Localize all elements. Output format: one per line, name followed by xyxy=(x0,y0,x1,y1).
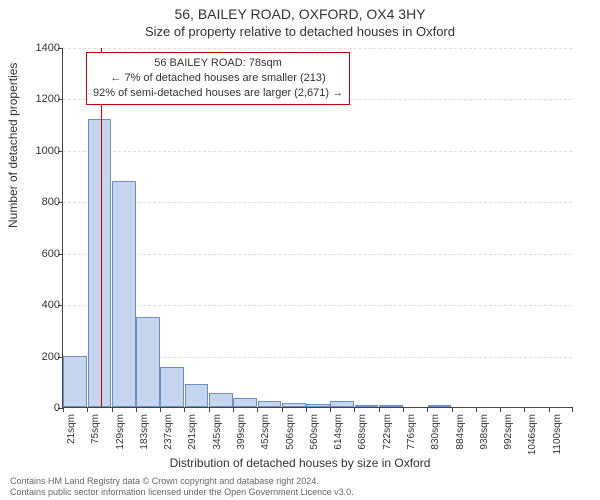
x-tick-label: 291sqm xyxy=(187,414,198,462)
histogram-bar xyxy=(136,317,160,407)
y-tick-label: 200 xyxy=(20,351,60,363)
info-box: 56 BAILEY ROAD: 78sqm ← 7% of detached h… xyxy=(86,52,350,105)
x-tick-mark xyxy=(282,407,283,412)
grid-line xyxy=(63,48,572,49)
x-tick-label: 560sqm xyxy=(309,414,320,462)
x-tick-mark xyxy=(112,407,113,412)
x-tick-mark xyxy=(184,407,185,412)
y-tick-label: 800 xyxy=(20,196,60,208)
x-tick-label: 830sqm xyxy=(430,414,441,462)
y-tick-label: 1000 xyxy=(20,145,60,157)
x-tick-label: 938sqm xyxy=(479,414,490,462)
footer-line-1: Contains HM Land Registry data © Crown c… xyxy=(10,476,354,487)
x-tick-label: 237sqm xyxy=(163,414,174,462)
x-tick-label: 183sqm xyxy=(139,414,150,462)
footer-line-2: Contains public sector information licen… xyxy=(10,487,354,498)
x-tick-mark xyxy=(500,407,501,412)
x-tick-label: 1046sqm xyxy=(527,414,538,462)
x-tick-mark xyxy=(160,407,161,412)
histogram-bar xyxy=(112,181,136,407)
x-tick-mark xyxy=(427,407,428,412)
x-tick-label: 345sqm xyxy=(212,414,223,462)
x-tick-label: 399sqm xyxy=(236,414,247,462)
x-tick-label: 452sqm xyxy=(260,414,271,462)
x-tick-label: 21sqm xyxy=(66,414,77,462)
x-tick-label: 75sqm xyxy=(90,414,101,462)
grid-line xyxy=(63,305,572,306)
x-tick-mark xyxy=(452,407,453,412)
x-tick-mark xyxy=(476,407,477,412)
y-tick-label: 1400 xyxy=(20,42,60,54)
x-tick-label: 992sqm xyxy=(503,414,514,462)
histogram-bar xyxy=(88,119,112,407)
x-tick-label: 776sqm xyxy=(406,414,417,462)
x-tick-mark xyxy=(572,407,573,412)
histogram-bar xyxy=(233,398,257,407)
x-tick-label: 506sqm xyxy=(285,414,296,462)
histogram-bar xyxy=(330,401,354,407)
y-tick-label: 1200 xyxy=(20,93,60,105)
chart-title: 56, BAILEY ROAD, OXFORD, OX4 3HY xyxy=(0,6,600,22)
info-box-line-2: ← 7% of detached houses are smaller (213… xyxy=(93,71,343,86)
x-tick-label: 614sqm xyxy=(333,414,344,462)
chart-subtitle: Size of property relative to detached ho… xyxy=(0,24,600,39)
histogram-bar xyxy=(258,401,282,407)
y-tick-label: 0 xyxy=(20,402,60,414)
x-tick-mark xyxy=(87,407,88,412)
histogram-bar xyxy=(428,405,452,407)
x-tick-label: 884sqm xyxy=(455,414,466,462)
histogram-bar xyxy=(209,393,233,407)
x-tick-mark xyxy=(233,407,234,412)
x-tick-mark xyxy=(136,407,137,412)
x-tick-mark xyxy=(354,407,355,412)
grid-line xyxy=(63,254,572,255)
x-tick-mark xyxy=(379,407,380,412)
y-axis-label: Number of detached properties xyxy=(6,63,20,228)
x-tick-mark xyxy=(63,407,64,412)
x-tick-mark xyxy=(549,407,550,412)
footer-attribution: Contains HM Land Registry data © Crown c… xyxy=(10,476,354,499)
y-tick-label: 400 xyxy=(20,299,60,311)
histogram-bar xyxy=(306,404,330,407)
info-box-line-3: 92% of semi-detached houses are larger (… xyxy=(93,86,343,101)
histogram-bar xyxy=(379,405,403,407)
x-tick-mark xyxy=(403,407,404,412)
x-tick-mark xyxy=(257,407,258,412)
x-tick-mark xyxy=(209,407,210,412)
x-tick-label: 129sqm xyxy=(115,414,126,462)
x-tick-label: 1100sqm xyxy=(552,414,563,462)
x-tick-label: 668sqm xyxy=(357,414,368,462)
histogram-bar xyxy=(160,367,184,407)
histogram-bar xyxy=(63,356,87,407)
x-tick-mark xyxy=(524,407,525,412)
histogram-bar xyxy=(355,405,379,407)
grid-line xyxy=(63,202,572,203)
x-tick-mark xyxy=(306,407,307,412)
info-box-line-1: 56 BAILEY ROAD: 78sqm xyxy=(93,56,343,71)
grid-line xyxy=(63,151,572,152)
y-tick-label: 600 xyxy=(20,248,60,260)
x-tick-mark xyxy=(330,407,331,412)
histogram-bar xyxy=(282,403,306,407)
histogram-bar xyxy=(185,384,209,407)
property-size-chart: 56, BAILEY ROAD, OXFORD, OX4 3HY Size of… xyxy=(0,0,600,500)
x-tick-label: 722sqm xyxy=(382,414,393,462)
